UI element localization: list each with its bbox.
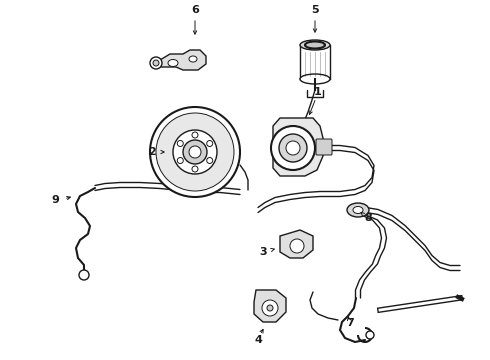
Ellipse shape: [353, 207, 363, 213]
Text: 3: 3: [259, 247, 267, 257]
Circle shape: [150, 107, 240, 197]
Circle shape: [183, 140, 207, 164]
Ellipse shape: [300, 74, 330, 84]
Ellipse shape: [207, 140, 213, 147]
Text: 9: 9: [51, 195, 59, 205]
Ellipse shape: [177, 140, 183, 147]
Ellipse shape: [305, 41, 325, 49]
Circle shape: [366, 331, 374, 339]
Polygon shape: [273, 118, 323, 176]
Ellipse shape: [207, 158, 213, 163]
Text: 1: 1: [314, 87, 322, 97]
Circle shape: [173, 130, 217, 174]
Text: 8: 8: [364, 213, 372, 223]
Circle shape: [286, 141, 300, 155]
Polygon shape: [160, 50, 206, 70]
Circle shape: [79, 270, 89, 280]
Ellipse shape: [189, 56, 197, 62]
Circle shape: [279, 134, 307, 162]
Ellipse shape: [192, 132, 198, 138]
Circle shape: [262, 300, 278, 316]
Polygon shape: [280, 230, 313, 258]
Ellipse shape: [168, 59, 178, 67]
Circle shape: [189, 146, 201, 158]
Text: 4: 4: [254, 335, 262, 345]
Text: 5: 5: [311, 5, 319, 15]
Circle shape: [156, 113, 234, 191]
Polygon shape: [254, 290, 286, 322]
Circle shape: [150, 57, 162, 69]
Circle shape: [271, 126, 315, 170]
Circle shape: [267, 305, 273, 311]
Ellipse shape: [177, 158, 183, 163]
Text: 6: 6: [191, 5, 199, 15]
Text: 7: 7: [346, 318, 354, 328]
Ellipse shape: [347, 203, 369, 217]
Ellipse shape: [192, 166, 198, 172]
Circle shape: [290, 239, 304, 253]
FancyBboxPatch shape: [316, 139, 332, 155]
Ellipse shape: [300, 40, 330, 50]
Text: 2: 2: [148, 147, 156, 157]
Circle shape: [153, 60, 159, 66]
